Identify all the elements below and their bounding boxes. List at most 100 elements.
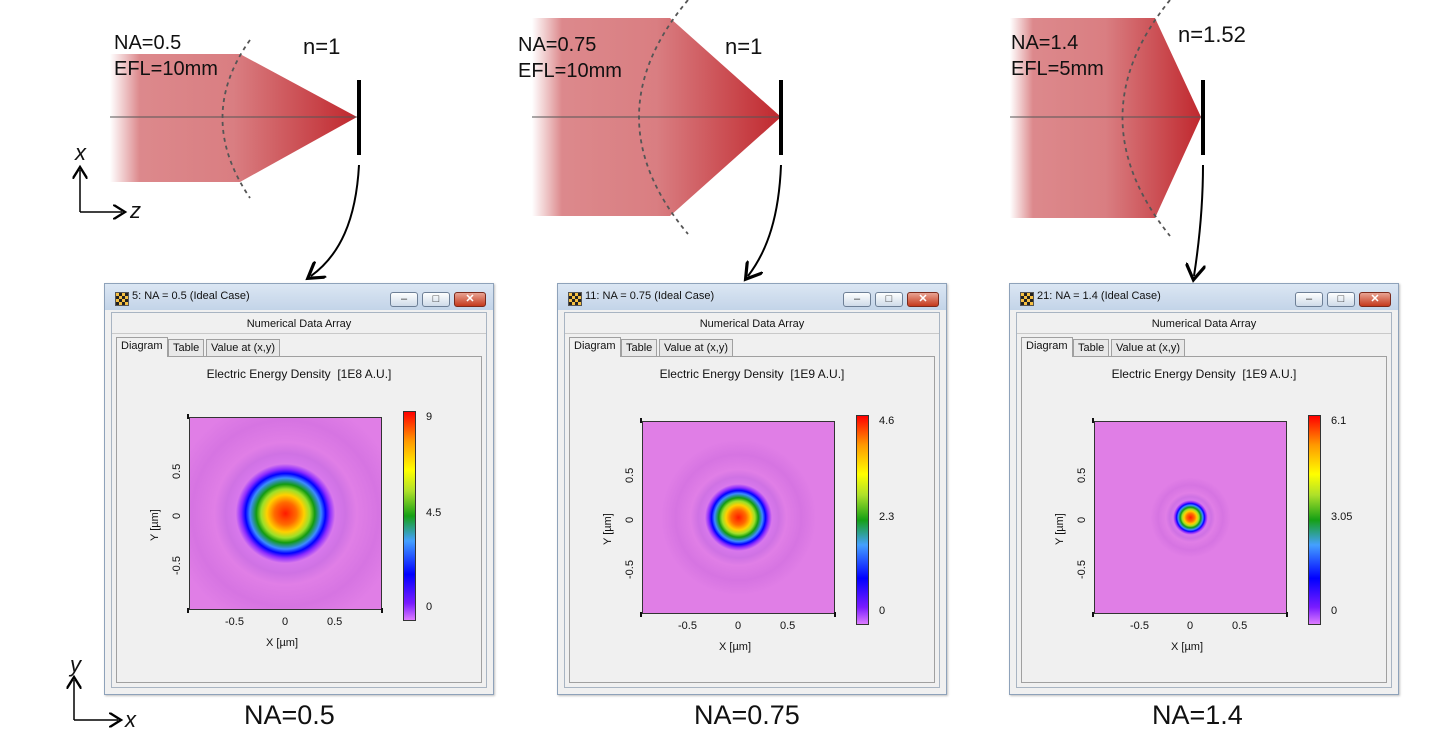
y-axis-label: Y [µm] [1054, 513, 1066, 545]
colorbar-max: 9 [426, 411, 433, 423]
wavefront-arc [638, 0, 689, 235]
colorbar-mid: 4.5 [426, 507, 442, 519]
window-titlebar[interactable]: 21: NA = 1.4 (Ideal Case) – □ ✕ [1010, 284, 1398, 310]
pointer-arrow [311, 164, 360, 276]
wavefront-arc [221, 39, 251, 199]
x-axis-label: X [µm] [1171, 641, 1204, 653]
colorbar [1308, 415, 1321, 625]
tab-diagram[interactable]: Diagram [116, 337, 168, 357]
setup-3-labels: NA=1.4 EFL=5mm [1011, 30, 1104, 82]
tab-diagram[interactable]: Diagram [1021, 337, 1073, 357]
tab-value-at[interactable]: Value at (x,y) [206, 339, 280, 356]
minimize-icon: – [400, 293, 408, 305]
maximize-button[interactable]: □ [875, 292, 903, 307]
result-window-2[interactable]: 11: NA = 0.75 (Ideal Case) – □ ✕ Numeric… [557, 283, 947, 695]
tab-value-at[interactable]: Value at (x,y) [1111, 339, 1185, 356]
x-tick: 0 [282, 616, 289, 628]
result-window-3[interactable]: 21: NA = 1.4 (Ideal Case) – □ ✕ Numerica… [1009, 283, 1399, 695]
focused-beam [110, 54, 357, 182]
x-tick: 0 [1187, 620, 1194, 632]
app-icon [115, 292, 129, 306]
tab-value-at[interactable]: Value at (x,y) [659, 339, 733, 356]
plot-corner-mark [640, 418, 642, 423]
y-tick: 0.5 [624, 467, 636, 483]
plot-corner-mark [187, 414, 189, 419]
colorbar-min: 0 [1331, 605, 1338, 617]
beam-setup-1 [110, 39, 361, 276]
y-axis-label: Y [µm] [602, 513, 614, 545]
na-label: NA=0.75 [518, 34, 597, 56]
plot-corner-mark [640, 612, 642, 617]
tab-table[interactable]: Table [621, 339, 658, 356]
close-button[interactable]: ✕ [1359, 292, 1391, 307]
array-type-label: Numerical Data Array [565, 315, 939, 334]
x-axis-label: X [µm] [266, 637, 299, 649]
axes-xz [80, 170, 122, 212]
close-icon: ✕ [1370, 293, 1380, 305]
x-tick: 0.5 [327, 616, 343, 628]
tab-diagram[interactable]: Diagram [569, 337, 621, 357]
intensity-map [642, 421, 835, 614]
maximize-button[interactable]: □ [422, 292, 450, 307]
minimize-button[interactable]: – [390, 292, 418, 307]
axis-x-label: x [75, 140, 86, 165]
minimize-icon: – [1305, 293, 1313, 305]
window-title: 21: NA = 1.4 (Ideal Case) [1037, 290, 1161, 302]
minimize-button[interactable]: – [843, 292, 871, 307]
plot-corner-mark [1092, 418, 1094, 423]
intensity-map [189, 417, 382, 610]
window-body: Numerical Data Array Diagram Table Value… [564, 312, 940, 688]
window-titlebar[interactable]: 11: NA = 0.75 (Ideal Case) – □ ✕ [558, 284, 946, 310]
tab-table[interactable]: Table [1073, 339, 1110, 356]
close-button[interactable]: ✕ [907, 292, 939, 307]
close-icon: ✕ [918, 293, 928, 305]
x-tick: -0.5 [225, 616, 244, 628]
efl-label: EFL=10mm [518, 60, 622, 82]
focused-beam [1010, 18, 1201, 218]
y-tick: 0 [624, 516, 636, 523]
minimize-icon: – [853, 293, 861, 305]
colorbar-mid: 3.05 [1331, 511, 1353, 523]
colorbar-max: 6.1 [1331, 415, 1347, 427]
efl-label: EFL=10mm [114, 58, 218, 80]
caption-na-0.5: NA=0.5 [244, 700, 335, 730]
y-axis-label: Y [µm] [149, 509, 161, 541]
plot-corner-mark [1286, 612, 1288, 617]
refractive-index-label: n=1.52 [1178, 22, 1246, 47]
colorbar [856, 415, 869, 625]
axis-y-label: y [70, 652, 81, 677]
axis-x-label: x [125, 707, 136, 732]
close-button[interactable]: ✕ [454, 292, 486, 307]
efl-label: EFL=5mm [1011, 58, 1104, 80]
na-label: NA=1.4 [1011, 32, 1079, 54]
y-tick: -0.5 [624, 560, 636, 579]
x-tick: 0.5 [780, 620, 796, 632]
window-body: Numerical Data Array Diagram Table Value… [111, 312, 487, 688]
x-tick: -0.5 [1130, 620, 1149, 632]
setup-2-labels: NA=0.75 EFL=10mm [518, 32, 622, 84]
window-body: Numerical Data Array Diagram Table Value… [1016, 312, 1392, 688]
intensity-map [1094, 421, 1287, 614]
diagram-panel: Electric Energy Density [1E9 A.U.] -0.5 … [569, 356, 935, 683]
y-tick: 0 [171, 512, 183, 519]
beam-setup-3 [1010, 0, 1203, 276]
wavefront-arc [1121, 0, 1171, 237]
plot-corner-mark [834, 612, 836, 617]
y-tick: 0 [1076, 516, 1088, 523]
axis-z-label: z [130, 198, 141, 223]
colorbar [403, 411, 416, 621]
maximize-button[interactable]: □ [1327, 292, 1355, 307]
window-title: 11: NA = 0.75 (Ideal Case) [585, 290, 715, 302]
minimize-button[interactable]: – [1295, 292, 1323, 307]
x-tick: -0.5 [678, 620, 697, 632]
pointer-arrow [748, 164, 782, 276]
window-titlebar[interactable]: 5: NA = 0.5 (Ideal Case) – □ ✕ [105, 284, 493, 310]
tab-table[interactable]: Table [168, 339, 205, 356]
array-type-label: Numerical Data Array [1017, 315, 1391, 334]
colorbar-mid: 2.3 [879, 511, 895, 523]
refractive-index-label: n=1 [303, 34, 341, 59]
plot-title: Electric Energy Density [1E8 A.U.] [206, 367, 392, 381]
result-window-1[interactable]: 5: NA = 0.5 (Ideal Case) – □ ✕ Numerical… [104, 283, 494, 695]
app-icon [1020, 292, 1034, 306]
maximize-icon: □ [1337, 293, 1345, 305]
